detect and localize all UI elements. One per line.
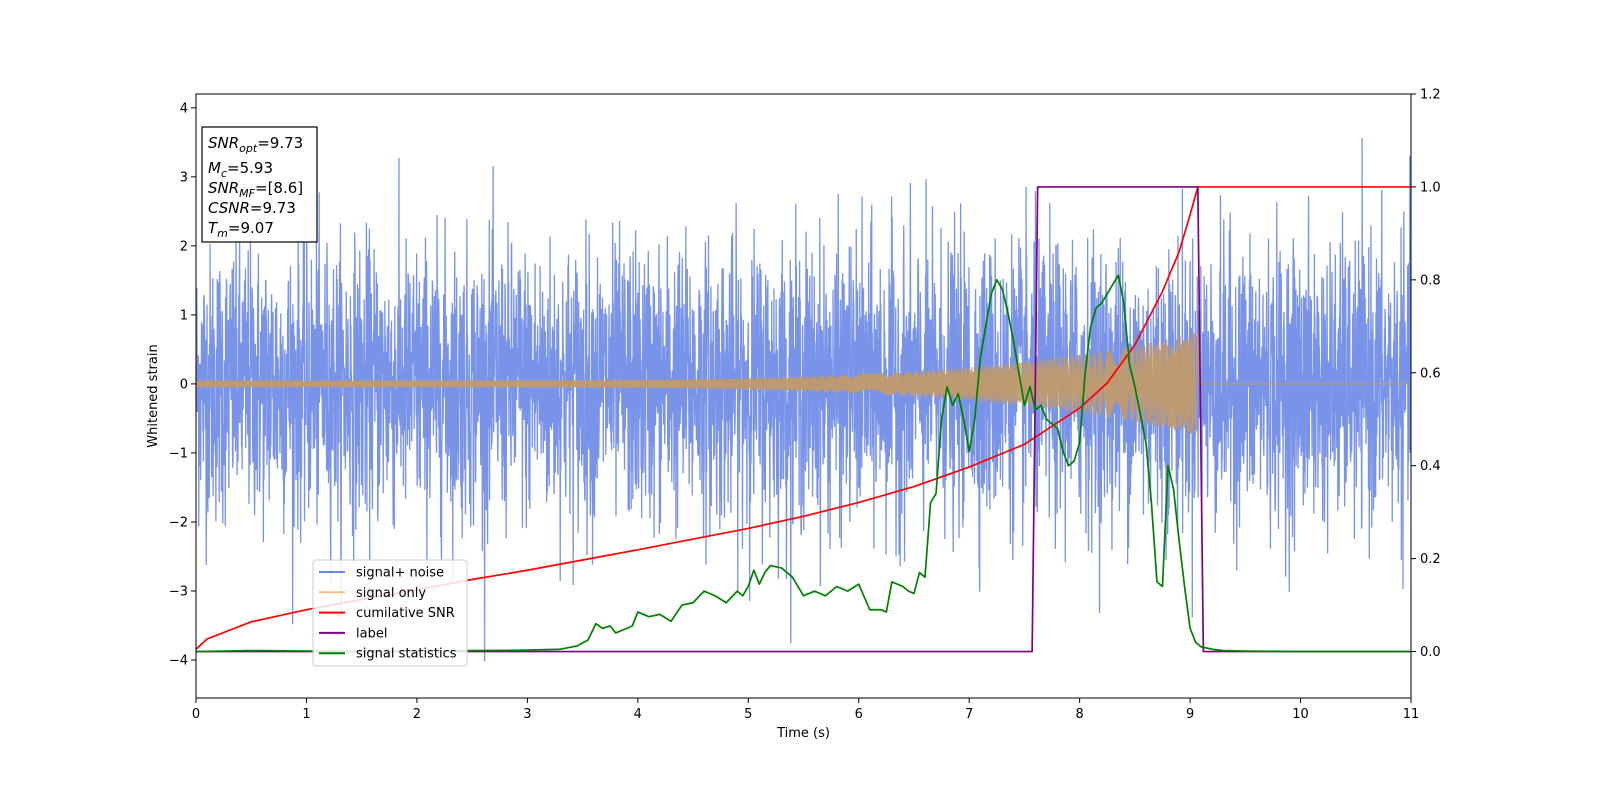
y-tick-label: 1 <box>180 308 188 323</box>
legend-label: label <box>356 626 387 641</box>
legend-label: signal statistics <box>356 647 457 662</box>
x-tick-label: 5 <box>744 707 752 722</box>
y-tick-label: 4 <box>180 101 188 116</box>
x-tick-label: 10 <box>1292 707 1309 722</box>
x-tick-label: 3 <box>523 707 531 722</box>
annotation-subscript: m <box>217 227 228 240</box>
annotation-box-frame <box>201 126 318 243</box>
x-tick-label: 7 <box>965 707 973 722</box>
y-tick-label: −3 <box>169 585 188 600</box>
y2-axis-ticks: 0.0 0.2 0.4 0.6 0.8 1.0 1.2 <box>1411 88 1441 660</box>
x-tick-label: 2 <box>413 707 421 722</box>
annotation-symbol: M <box>208 159 221 177</box>
legend-frame <box>312 559 468 667</box>
annotation-line: Tm=9.07 <box>208 219 274 240</box>
y-tick-label: 0 <box>180 377 188 392</box>
y-tick-label: 3 <box>180 170 188 185</box>
annotation-subscript: MF <box>239 187 255 200</box>
signal-statistics-line <box>195 274 1411 653</box>
annotation-value: =[8.6] <box>255 179 303 197</box>
legend-label: signal+ noise <box>356 566 444 581</box>
annotation-line: SNRMF=[8.6] <box>208 179 303 200</box>
y-tick-label: 2 <box>180 239 188 254</box>
annotation-symbol: SNR <box>208 134 239 152</box>
y2-tick-label: 0.0 <box>1420 645 1441 660</box>
x-tick-label: 0 <box>192 707 200 722</box>
y2-tick-label: 0.2 <box>1420 552 1441 567</box>
annotation-subscript: opt <box>239 142 258 155</box>
y-tick-label: −1 <box>169 446 188 461</box>
y2-tick-label: 0.6 <box>1420 366 1441 381</box>
annotation-value: =9.07 <box>228 219 274 237</box>
x-tick-label: 8 <box>1075 707 1083 722</box>
annotation-value: =9.73 <box>257 134 303 152</box>
legend: signal+ noise signal only cumilative SNR la… <box>312 559 468 667</box>
legend-label: signal only <box>356 586 426 601</box>
x-tick-label: 1 <box>302 707 310 722</box>
annotation-value: =5.93 <box>227 159 273 177</box>
y2-tick-label: 0.4 <box>1420 459 1441 474</box>
x-tick-label: 11 <box>1403 707 1420 722</box>
annotation-line: Mc=5.93 <box>208 159 273 180</box>
legend-label: cumilative SNR <box>356 606 455 621</box>
annotation-line: CSNR=9.73 <box>208 199 296 217</box>
y-tick-label: −4 <box>169 654 188 669</box>
plot-area-frame <box>195 93 1412 699</box>
y-tick-label: −2 <box>169 515 188 530</box>
annotation-symbol: SNR <box>208 179 239 197</box>
y-axis-label: Whitened strain <box>146 344 161 447</box>
annotation-symbol: T <box>208 219 219 237</box>
annotation-value: =9.73 <box>250 199 296 217</box>
x-axis-ticks: 0 1 2 3 4 5 6 7 8 9 10 11 <box>192 698 1419 722</box>
y2-tick-label: 1.2 <box>1420 88 1441 103</box>
x-tick-label: 4 <box>634 707 642 722</box>
annotation-symbol: CSNR <box>208 199 250 217</box>
annotation-subscript: c <box>221 167 227 180</box>
x-tick-label: 6 <box>855 707 863 722</box>
x-axis-label: Time (s) <box>776 726 830 741</box>
x-tick-label: 9 <box>1186 707 1194 722</box>
y2-tick-label: 0.8 <box>1420 273 1441 288</box>
y2-tick-label: 1.0 <box>1420 180 1441 195</box>
annotation-line: SNRopt=9.73 <box>208 134 303 155</box>
y-axis-ticks: −4 −3 −2 −1 0 1 2 3 4 <box>169 101 196 669</box>
stats-annotation-box: SNRopt=9.73Mc=5.93SNRMF=[8.6]CSNR=9.73Tm… <box>201 126 318 243</box>
